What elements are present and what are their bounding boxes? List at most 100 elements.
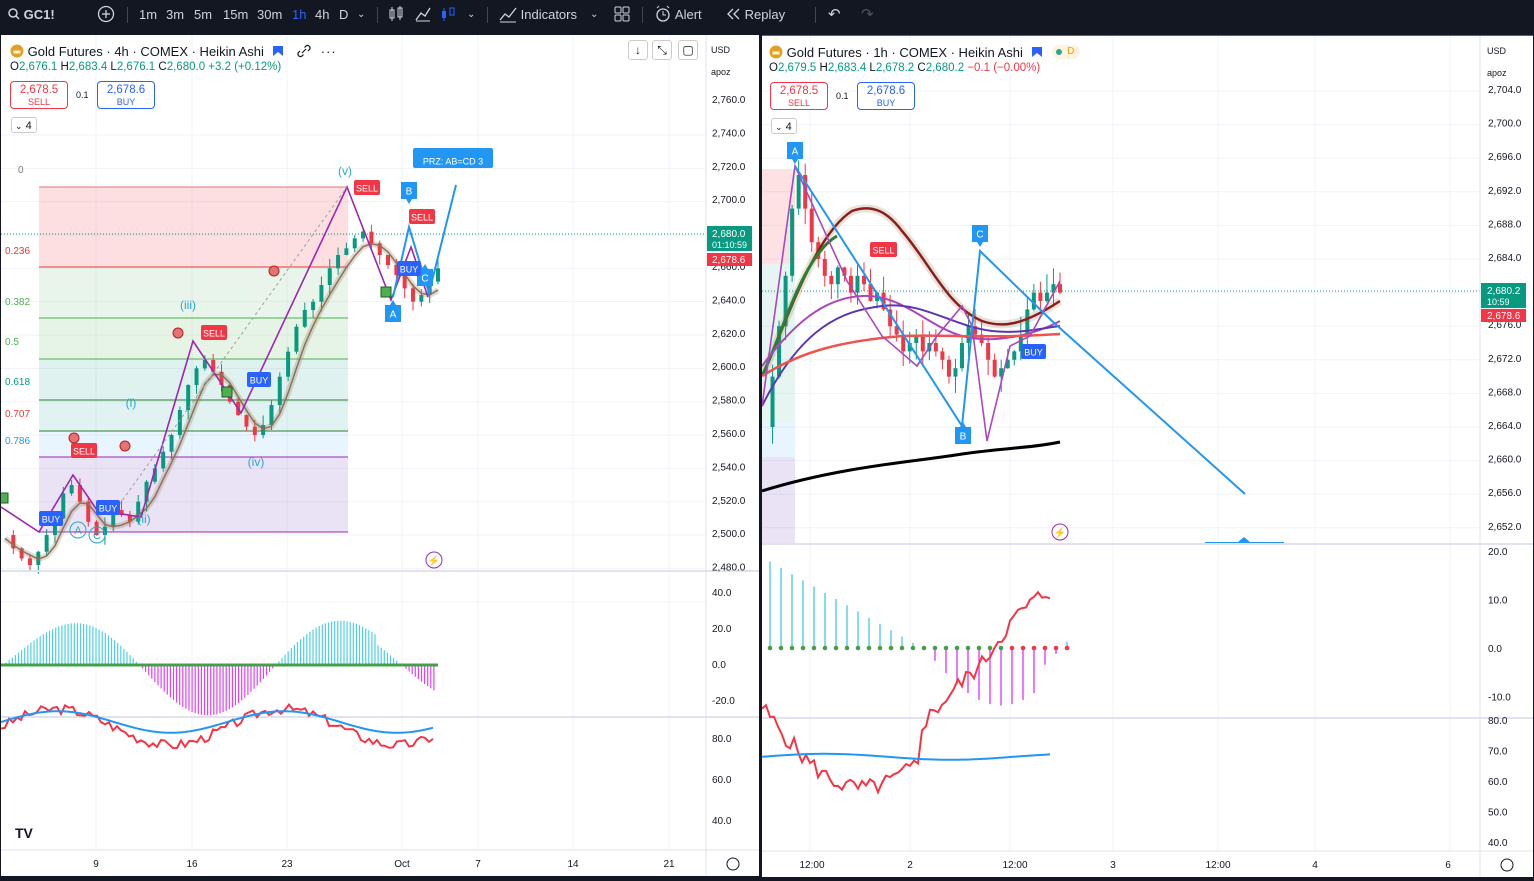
checkbox-marker-icon <box>221 386 233 398</box>
more-icon[interactable]: ··· <box>320 44 337 59</box>
ohlc-low: 2,676.1 <box>116 61 156 73</box>
price-axis-tick: 2,620.0 <box>712 329 746 340</box>
chart-canvas-1h[interactable]: A C B SELL BUY ⚡ 2,704.0 2,700.0 2,696.0 2,692.0 2… <box>762 36 1533 877</box>
time-axis-tick: 12:00 <box>799 860 824 871</box>
oscillator-dot <box>965 645 971 651</box>
fibonacci-zone <box>39 359 348 400</box>
price-axis-tick: 2,720.0 <box>712 162 746 173</box>
indicators-collapse-button[interactable]: ⌄ 4 <box>11 117 37 133</box>
candle-body <box>336 255 341 269</box>
candle-body <box>311 301 316 311</box>
candle-body <box>344 248 349 256</box>
replay-button[interactable]: Replay <box>725 0 785 30</box>
maximize-icon[interactable]: ▢ <box>678 40 698 60</box>
flag-icon[interactable] <box>272 45 284 57</box>
current-price-label: 2,680.2 <box>1487 286 1521 297</box>
chart-type-button[interactable] <box>414 0 432 30</box>
currency-label[interactable]: USD <box>1487 46 1507 56</box>
time-axis-tick: 7 <box>475 859 481 870</box>
rsi-red-line <box>1 702 434 750</box>
candle-body <box>881 292 886 310</box>
chart-panel-1h[interactable]: A C B SELL BUY ⚡ 2,704.0 2,700.0 2,696.0 2,692.0 2… <box>762 35 1533 877</box>
interval-3m[interactable]: 3m <box>166 7 185 22</box>
heikin-ashi-button[interactable] <box>439 0 457 30</box>
toolbar-divider <box>642 7 643 23</box>
layout-button[interactable] <box>613 0 631 30</box>
candle-body <box>842 267 847 276</box>
candle-body <box>829 275 834 285</box>
collapse-icon[interactable]: ⤡ <box>652 40 672 60</box>
elliott-wave-label: (iv) <box>248 455 265 469</box>
oscillator-axis-tick: 0.0 <box>712 660 726 671</box>
gold-symbol-icon <box>10 44 24 58</box>
interval-1m[interactable]: 1m <box>139 7 158 22</box>
currency-label[interactable]: USD <box>711 45 731 55</box>
candle-body <box>1058 284 1062 293</box>
price-axis-tick: 2,700.0 <box>712 195 746 206</box>
candle-body <box>136 501 141 522</box>
link-icon[interactable] <box>297 44 311 58</box>
flag-icon[interactable] <box>1031 46 1043 58</box>
oscillator-dot <box>855 645 861 651</box>
candle-body <box>127 515 132 522</box>
price-axis-tick: 2,672.0 <box>1488 354 1522 365</box>
undo-icon[interactable]: ↶ <box>828 6 841 23</box>
price-axis-tick: 2,656.0 <box>1488 488 1522 499</box>
interval-D[interactable]: D <box>339 7 349 22</box>
indicators-collapse-button[interactable]: ⌄ 4 <box>771 118 797 134</box>
oscillator-dot <box>932 645 938 651</box>
buy-button[interactable]: 2,678.6 BUY <box>97 81 155 109</box>
buy-button[interactable]: 2,678.6 BUY <box>857 82 915 110</box>
chart-legend-title[interactable]: Gold Futures · 1h · COMEX · Heikin Ashi … <box>769 43 1081 60</box>
candle-body <box>269 405 274 426</box>
interval-dropdown-chevron-icon[interactable]: ⌄ <box>357 9 366 20</box>
compare-button[interactable] <box>97 0 115 30</box>
scroll-down-icon[interactable]: ↓ <box>628 40 648 60</box>
chart-type-chevron-icon[interactable]: ⌄ <box>467 9 476 20</box>
indicators-chevron-icon[interactable]: ⌄ <box>590 9 599 20</box>
order-price-label-bg <box>707 253 752 266</box>
interval-15m[interactable]: 15m <box>223 7 249 22</box>
chart-canvas-4h[interactable]: 0 0.236 0.382 0.5 0.618 0.707 0.786 (v) (iii) (i)… <box>1 35 759 876</box>
fibonacci-zone <box>39 267 348 318</box>
alert-button[interactable]: Alert <box>654 0 702 30</box>
time-axis-tick: 21 <box>663 859 675 870</box>
candle-body <box>377 243 382 256</box>
quantity-value[interactable]: 0.1 <box>76 90 89 100</box>
symbol-search-button[interactable]: GC1! <box>8 0 55 30</box>
order-marker-icon <box>68 432 80 444</box>
sell-button[interactable]: 2,678.5 SELL <box>10 81 68 109</box>
countdown-label: 01:10:59 <box>712 240 747 250</box>
candle-body <box>11 535 16 549</box>
indicators-button[interactable]: Indicators <box>499 0 577 30</box>
redo-icon[interactable]: ↷ <box>861 6 874 23</box>
chart-legend-title[interactable]: Gold Futures · 4h · COMEX · Heikin Ashi … <box>10 42 337 59</box>
interval-4h[interactable]: 4h <box>315 7 330 22</box>
candle-body <box>868 284 873 301</box>
sell-button[interactable]: 2,678.5 SELL <box>770 82 828 110</box>
current-price-label: 2,680.0 <box>712 229 746 240</box>
bar-style-button[interactable] <box>387 0 405 30</box>
lightning-glyph: ⚡ <box>428 554 440 567</box>
chart-panel-4h[interactable]: 0 0.236 0.382 0.5 0.618 0.707 0.786 (v) (iii) (i)… <box>1 35 759 876</box>
candle-body <box>219 371 224 386</box>
price-axis-tick: 2,704.0 <box>1488 85 1522 96</box>
signal-sell: SELL <box>73 447 95 457</box>
price-axis-tick: 2,760.0 <box>712 95 746 106</box>
interval-5m[interactable]: 5m <box>194 7 213 22</box>
oscillator-dot <box>778 645 784 651</box>
candle-body <box>946 359 951 377</box>
market-status-badge[interactable]: D <box>1052 45 1081 59</box>
grid-layout-icon <box>614 6 630 22</box>
oscillator-dot <box>1042 645 1048 651</box>
scale-label[interactable]: apoz <box>711 67 731 77</box>
interval-30m[interactable]: 30m <box>257 7 283 22</box>
scale-label[interactable]: apoz <box>1487 68 1507 78</box>
gold-symbol-icon <box>769 45 783 59</box>
buy-label: BUY <box>876 98 896 108</box>
symbol-title: Gold Futures · 4h · COMEX · Heikin Ashi <box>27 44 264 59</box>
interval-1h[interactable]: 1h <box>292 7 307 22</box>
chevron-down-icon: ⌄ <box>775 122 783 132</box>
oscillator-dot <box>976 645 982 651</box>
quantity-value[interactable]: 0.1 <box>836 91 849 101</box>
